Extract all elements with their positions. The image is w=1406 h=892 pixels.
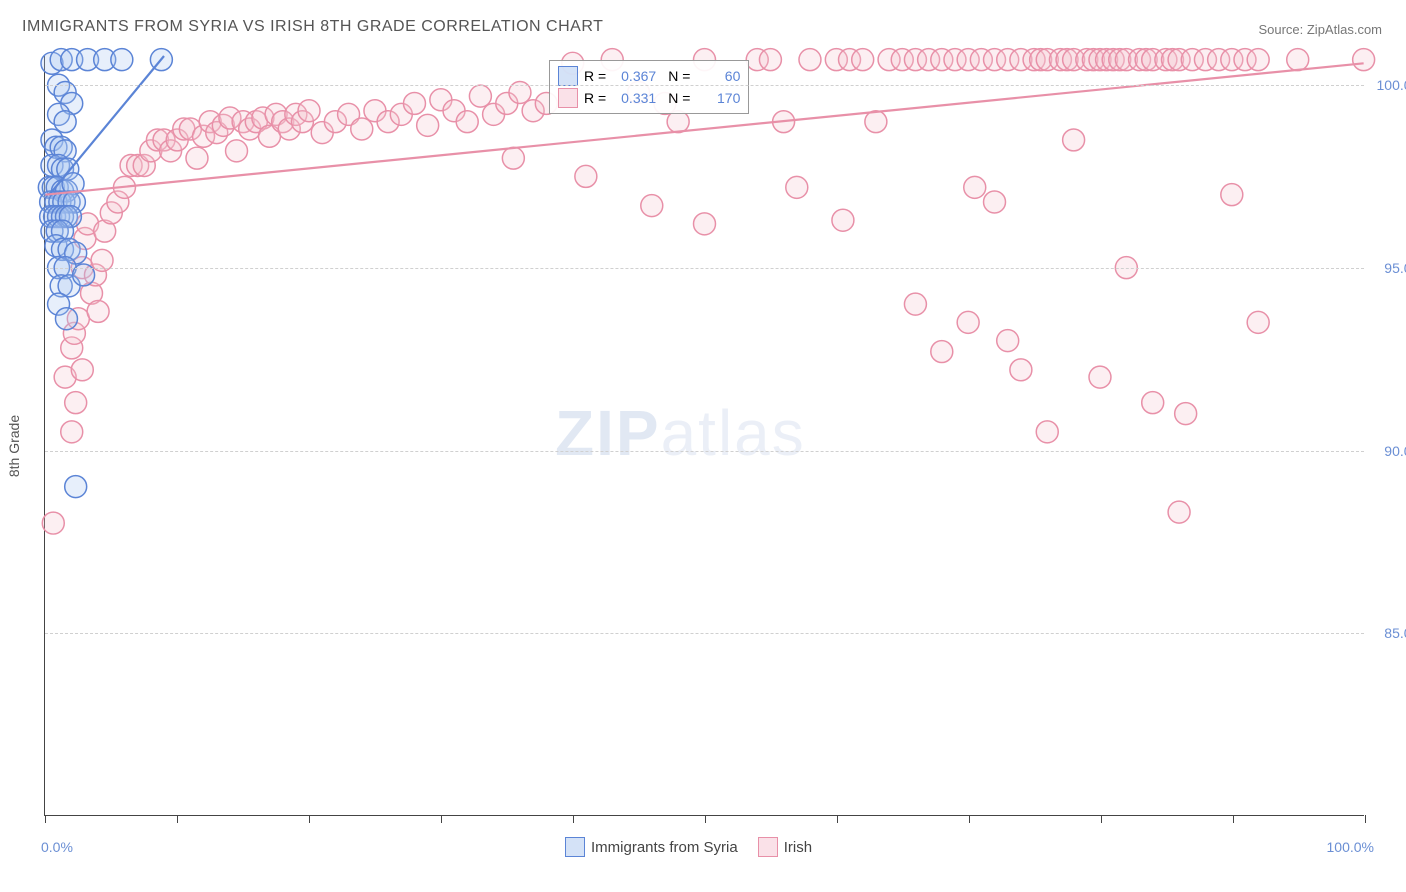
- x-tick: [1233, 815, 1234, 823]
- x-tick: [969, 815, 970, 823]
- x-tick: [177, 815, 178, 823]
- x-tick: [1365, 815, 1366, 823]
- legend-r-label: R =: [584, 90, 606, 106]
- source-attribution: Source: ZipAtlas.com: [1258, 22, 1382, 37]
- x-axis-min-label: 0.0%: [41, 839, 73, 855]
- legend-r-label: R =: [584, 68, 606, 84]
- gridline: [45, 451, 1364, 452]
- legend-r-value: 0.367: [612, 68, 656, 84]
- x-tick: [705, 815, 706, 823]
- x-tick: [837, 815, 838, 823]
- legend-n-label: N =: [668, 68, 690, 84]
- legend-n-label: N =: [668, 90, 690, 106]
- legend-row: R = 0.367 N = 60: [558, 65, 740, 87]
- plot-area: ZIPatlas R =0.367N =60R =0.331N =170 0.0…: [44, 56, 1364, 816]
- gridline: [45, 85, 1364, 86]
- series-legend: Immigrants from Syria Irish: [565, 837, 812, 857]
- x-axis-max-label: 100.0%: [1327, 839, 1374, 855]
- legend-row: R = 0.331 N = 170: [558, 87, 740, 109]
- y-tick-label: 85.0%: [1369, 625, 1406, 641]
- legend-n-value: 60: [696, 68, 740, 84]
- y-tick-label: 100.0%: [1369, 77, 1406, 93]
- legend-swatch: [558, 66, 578, 86]
- legend-item-label: Immigrants from Syria: [591, 839, 738, 856]
- gridline: [45, 633, 1364, 634]
- legend-item-label: Irish: [784, 839, 812, 856]
- x-tick: [573, 815, 574, 823]
- legend-item: Immigrants from Syria: [565, 837, 738, 857]
- x-tick: [45, 815, 46, 823]
- legend-swatch: [558, 88, 578, 108]
- x-tick: [1101, 815, 1102, 823]
- legend-r-value: 0.331: [612, 90, 656, 106]
- legend-n-value: 170: [696, 90, 740, 106]
- y-axis-label: 8th Grade: [6, 415, 22, 477]
- y-tick-label: 95.0%: [1369, 260, 1406, 276]
- legend-swatch: [565, 837, 585, 857]
- x-tick: [441, 815, 442, 823]
- scatter-svg: [45, 56, 1364, 815]
- chart-title: IMMIGRANTS FROM SYRIA VS IRISH 8TH GRADE…: [22, 18, 603, 36]
- legend-item: Irish: [758, 837, 812, 857]
- y-tick-label: 90.0%: [1369, 443, 1406, 459]
- x-tick: [309, 815, 310, 823]
- legend-swatch: [758, 837, 778, 857]
- gridline: [45, 268, 1364, 269]
- correlation-legend: R = 0.367 N = 60 R = 0.331 N = 170: [549, 60, 749, 114]
